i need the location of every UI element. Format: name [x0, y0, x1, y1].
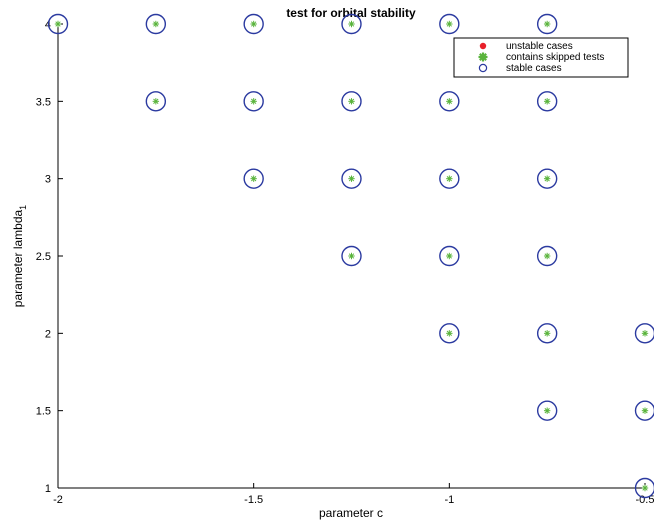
skipped-test-marker	[543, 175, 551, 182]
x-tick-label: -2	[53, 494, 63, 506]
stable-case-marker	[145, 91, 167, 112]
legend-skipped-label: contains skipped tests	[506, 52, 604, 63]
skipped-test-marker	[446, 98, 453, 105]
stable-case-marker	[145, 13, 167, 35]
skipped-test-marker	[641, 484, 649, 492]
legend-stable-label: stable cases	[506, 63, 562, 74]
stable-case-marker	[536, 323, 558, 344]
stable-case-marker	[439, 323, 460, 344]
legend-skipped-marker	[478, 52, 488, 62]
data-markers	[47, 13, 654, 499]
skipped-test-marker	[543, 98, 551, 105]
y-tick-label: 3.5	[36, 96, 51, 108]
skipped-test-marker	[348, 98, 355, 105]
stable-case-marker	[243, 168, 264, 189]
stable-case-marker	[536, 13, 558, 35]
stable-case-marker	[634, 323, 654, 344]
stable-case-marker	[439, 168, 460, 189]
skipped-test-marker	[348, 20, 355, 28]
stable-case-marker	[341, 245, 362, 267]
y-ticks: 11.522.533.54	[36, 19, 63, 495]
skipped-test-marker	[250, 98, 257, 105]
skipped-test-marker	[446, 252, 453, 260]
y-axis-label-subscript: 1	[18, 205, 28, 210]
legend-unstable-label: unstable cases	[506, 41, 573, 52]
skipped-test-marker	[152, 98, 160, 105]
skipped-test-marker	[543, 20, 551, 28]
stable-case-marker	[439, 245, 460, 267]
legend-unstable-marker	[479, 42, 487, 50]
stable-case-marker	[47, 13, 69, 35]
y-tick-label: 1	[45, 483, 51, 495]
x-ticks: -2 -1.5 -1 -0.5	[53, 483, 654, 506]
legend: unstable cases contains skipped tests st…	[453, 37, 629, 78]
skipped-test-marker	[543, 252, 551, 260]
skipped-test-marker	[250, 175, 257, 182]
stable-case-marker	[439, 13, 460, 35]
y-tick-label: 1.5	[36, 406, 51, 418]
stable-case-marker	[536, 168, 558, 189]
stable-case-marker	[536, 245, 558, 267]
stable-case-marker	[243, 91, 264, 112]
y-tick-label: 3	[45, 174, 51, 186]
skipped-test-marker	[348, 252, 355, 260]
stable-case-marker	[341, 91, 362, 112]
y-axis-label: parameter lambda1	[11, 205, 28, 307]
stable-case-marker	[341, 168, 362, 189]
x-axis-label: parameter c	[319, 506, 383, 520]
y-tick-label: 2.5	[36, 251, 51, 263]
x-tick-label: -1.5	[244, 494, 263, 506]
stable-case-marker	[634, 477, 654, 499]
y-tick-label: 2	[45, 328, 51, 340]
skipped-test-marker	[446, 330, 453, 337]
stable-case-marker	[439, 91, 460, 112]
skipped-test-marker	[543, 330, 551, 337]
skipped-test-marker	[543, 407, 551, 414]
skipped-test-marker	[250, 20, 257, 28]
skipped-test-marker	[348, 175, 355, 182]
chart-title: test for orbital stability	[286, 6, 416, 20]
stable-case-marker	[536, 91, 558, 112]
stable-case-marker	[634, 400, 654, 421]
skipped-test-marker	[446, 175, 453, 182]
skipped-test-marker	[54, 20, 62, 28]
stable-case-marker	[243, 13, 264, 35]
skipped-test-marker	[641, 407, 649, 414]
x-tick-label: -1	[444, 494, 454, 506]
stable-case-marker	[341, 13, 362, 35]
legend-stable-marker	[478, 63, 488, 73]
stable-case-marker	[536, 400, 558, 421]
skipped-test-marker	[641, 330, 649, 337]
skipped-test-marker	[446, 20, 453, 28]
skipped-test-marker	[152, 20, 160, 28]
y-axis-label-main: parameter lambda	[11, 209, 25, 307]
